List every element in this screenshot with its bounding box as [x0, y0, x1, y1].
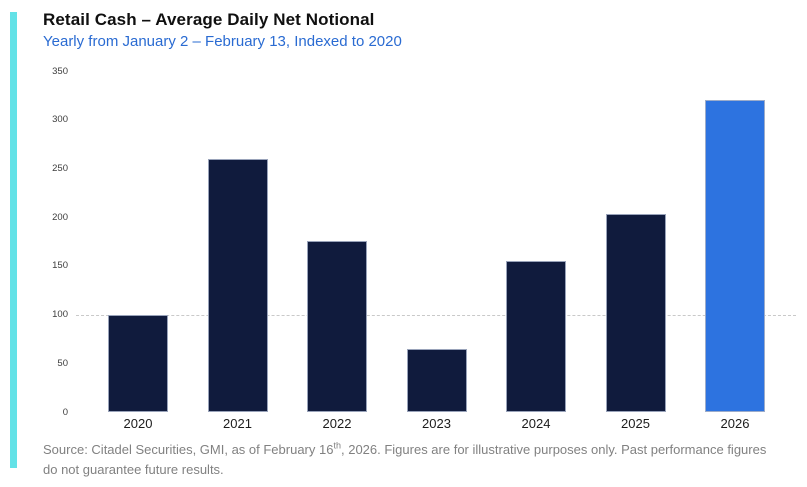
- x-axis-label-2025: 2025: [621, 416, 650, 431]
- footnote-text: Source: Citadel Securities, GMI, as of F…: [43, 442, 334, 457]
- bar-2021: [207, 159, 268, 413]
- x-axis-label-2026: 2026: [720, 416, 750, 431]
- y-axis-tick-label-250: 250: [52, 162, 68, 174]
- y-axis-tick-label-100: 100: [52, 309, 68, 321]
- footnote-text: , 2026. Figures are for illustrative pur…: [340, 442, 767, 457]
- bar-2022: [307, 241, 367, 413]
- bar-2026: [705, 99, 765, 413]
- reference-gridline-100: [76, 315, 796, 317]
- chart-title: Retail Cash – Average Daily Net Notional: [43, 10, 375, 29]
- footnote-line-1: Source: Citadel Securities, GMI, as of F…: [43, 440, 803, 460]
- y-axis-tick-label-0: 0: [62, 406, 68, 418]
- y-axis-tick-label-300: 300: [52, 114, 68, 126]
- x-axis-label-2024: 2024: [521, 416, 551, 431]
- y-axis-tick-label-50: 50: [57, 357, 68, 369]
- accent-bar: [10, 12, 17, 468]
- chart-subtitle: Yearly from January 2 – February 13, Ind…: [43, 33, 402, 50]
- y-axis-tick-label-150: 150: [52, 260, 68, 272]
- bar-2024: [506, 260, 566, 413]
- y-axis-tick-label-200: 200: [52, 211, 68, 223]
- source-footnote: Source: Citadel Securities, GMI, as of F…: [43, 440, 803, 480]
- x-axis-label-2023: 2023: [422, 416, 451, 431]
- x-axis-label-2022: 2022: [322, 416, 352, 431]
- x-axis-label-2021: 2021: [223, 416, 252, 431]
- bar-2025: [605, 213, 666, 413]
- x-axis-label-2020: 2020: [123, 416, 153, 431]
- bar-2020: [108, 315, 168, 413]
- footnote-line-2: do not guarantee future results.: [43, 462, 224, 477]
- footnote-superscript: th: [333, 440, 341, 451]
- bar-2023: [406, 349, 467, 413]
- y-axis-tick-label-350: 350: [52, 65, 68, 77]
